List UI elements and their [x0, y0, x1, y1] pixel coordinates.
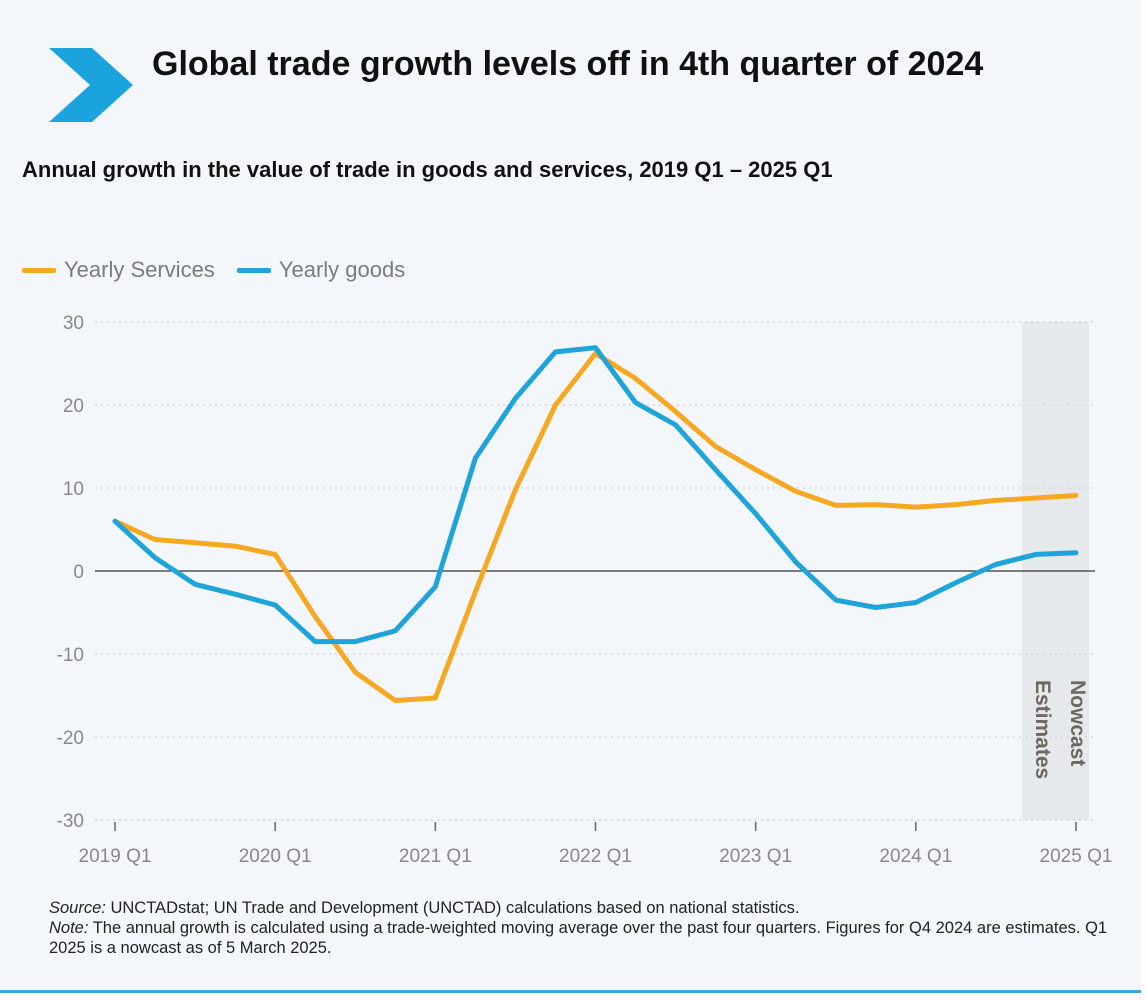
note: Note: The annual growth is calculated us… [49, 918, 1119, 958]
legend-label-goods: Yearly goods [278, 257, 406, 282]
y-tick-label: -10 [57, 645, 84, 666]
series-line-services [112, 351, 1079, 703]
y-tick-label: 30 [63, 313, 84, 334]
source-text: UNCTADstat; UN Trade and Development (UN… [105, 899, 800, 917]
chevron-shape [49, 48, 133, 122]
y-tick-label: -30 [57, 811, 84, 832]
legend-item-services: Yearly Services [22, 257, 215, 283]
chart-title: Global trade growth levels off in 4th qu… [152, 45, 984, 83]
y-tick-label: 10 [63, 479, 84, 500]
region-label-nowcast: Nowcast [1066, 680, 1089, 766]
chevron-logo-icon [49, 48, 133, 122]
x-tick-label: 2023 Q1 [719, 846, 792, 867]
legend-item-goods: Yearly goods [236, 257, 406, 283]
x-tick-label: 2019 Q1 [79, 846, 152, 867]
chart-subtitle: Annual growth in the value of trade in g… [22, 157, 833, 182]
series-line-goods [112, 345, 1079, 645]
legend-swatch-goods [236, 267, 271, 273]
source-note: Source: UNCTADstat; UN Trade and Develop… [49, 898, 1119, 918]
y-tick-label: -20 [57, 728, 84, 749]
x-tick-label: 2020 Q1 [239, 846, 312, 867]
footnote: Source: UNCTADstat; UN Trade and Develop… [49, 898, 1119, 958]
x-tick-label: 2025 Q1 [1040, 846, 1113, 867]
y-tick-label: 0 [73, 562, 84, 583]
legend-swatch-services [22, 267, 56, 273]
x-tick-label: 2021 Q1 [399, 846, 472, 867]
line-chart: -30 -20 -10 0 10 20 30 2019 Q1 2020 Q1 2021 Q1 202… [57, 313, 1113, 867]
note-text: The annual growth is calculated using a … [49, 919, 1108, 957]
region-label-estimates: Estimates [1031, 680, 1054, 779]
legend: Yearly Services Yearly goods [22, 257, 427, 283]
legend-label-services: Yearly Services [64, 257, 215, 282]
y-tick-label: 20 [63, 396, 84, 417]
x-tick-label: 2024 Q1 [879, 846, 952, 867]
x-tick-label: 2022 Q1 [559, 846, 632, 867]
note-label: Note: [49, 919, 89, 937]
source-label: Source: [49, 899, 106, 917]
